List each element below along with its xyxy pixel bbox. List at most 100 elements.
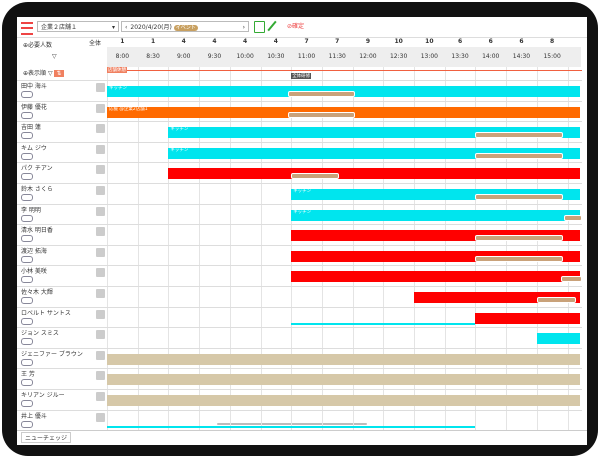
shift-bar — [536, 333, 580, 345]
shift-bar — [291, 271, 582, 283]
edit-button[interactable] — [96, 124, 105, 134]
edit-button[interactable] — [96, 144, 105, 154]
row-line — [17, 306, 582, 308]
edit-button[interactable] — [96, 350, 105, 360]
badge — [21, 173, 33, 181]
edit-button[interactable] — [96, 206, 105, 216]
confirm-label: 確定 — [292, 23, 305, 30]
staff-name: 李 明明 — [21, 206, 41, 214]
time-label: 13:30 — [451, 53, 469, 60]
edit-button[interactable] — [96, 247, 105, 257]
break-bar — [288, 91, 355, 97]
time-label: 9:30 — [207, 53, 222, 60]
count: 4 — [181, 38, 186, 45]
shift-label: キッチン — [293, 189, 312, 194]
break-bar — [288, 111, 355, 118]
grid-line — [321, 67, 323, 431]
shift-bar — [475, 312, 580, 324]
edit-button[interactable] — [96, 309, 105, 319]
edit-button[interactable] — [96, 392, 105, 401]
grid-line — [414, 67, 415, 431]
time-label: 9:00 — [176, 53, 191, 60]
edit-button[interactable] — [96, 330, 105, 340]
count: 4 — [212, 38, 217, 45]
badge — [21, 214, 33, 222]
badge — [21, 111, 33, 119]
time-label: 10:30 — [267, 53, 285, 60]
time-label: 11:30 — [328, 53, 346, 60]
badge — [21, 338, 33, 346]
edit-button[interactable] — [96, 83, 105, 92]
staff-name: 田中 海斗 — [21, 83, 47, 90]
shift-bar — [291, 322, 476, 325]
count: 10 — [394, 38, 403, 45]
shift-bar — [291, 230, 580, 242]
row-line — [17, 121, 582, 123]
staff-name: 佐々木 大輝 — [21, 289, 53, 296]
edit-button[interactable] — [96, 268, 105, 278]
grid-line — [260, 67, 262, 431]
badge — [21, 400, 33, 407]
staff-name: ジェニファー ブラウン — [21, 350, 83, 358]
filter-icon[interactable]: ▽ — [52, 53, 57, 60]
time-label: 14:30 — [512, 53, 531, 60]
required-text: 必要人数 — [28, 42, 53, 49]
count: 4 — [243, 38, 248, 45]
row-line — [17, 347, 582, 349]
time-label: 8:30 — [146, 53, 160, 60]
row-line — [17, 162, 582, 164]
time-label: 12:00 — [359, 53, 377, 60]
staff-name: 渡辺 拓海 — [21, 247, 47, 255]
footer-button[interactable]: ニューチェッジ — [21, 432, 72, 443]
count: 4 — [273, 38, 278, 45]
count: 6 — [457, 38, 463, 45]
break-bar — [475, 132, 564, 139]
time-label: 12:30 — [389, 53, 408, 60]
edit-button[interactable] — [96, 412, 105, 422]
event-badge[interactable]: イベント — [173, 25, 198, 31]
shift-label: 応援 @企業2店舗1 — [109, 106, 148, 112]
edit-button[interactable] — [96, 165, 105, 175]
staff-name: キリアン ジルー — [21, 392, 65, 399]
staff-name: 伊藤 優花 — [21, 103, 47, 111]
edit-button[interactable] — [96, 103, 105, 113]
badge — [21, 194, 33, 201]
menu-button[interactable] — [21, 22, 33, 35]
grid-line — [352, 67, 354, 431]
break-bar — [536, 297, 576, 303]
confirm-button[interactable]: ⊘確定 — [287, 23, 305, 30]
edit-button[interactable] — [267, 20, 277, 32]
shift-bar: キッチン — [291, 189, 580, 200]
time-label: 13:00 — [420, 53, 438, 60]
edit-button[interactable] — [96, 289, 105, 298]
row-line — [17, 141, 582, 143]
top-row-line — [107, 70, 582, 71]
count: 6 — [488, 38, 493, 45]
badge — [21, 152, 33, 160]
shift-bar — [414, 292, 580, 303]
sort-button[interactable]: ⊕表示順 ▽ ⇅ — [23, 70, 64, 77]
badge — [21, 132, 33, 140]
row-line — [17, 286, 582, 287]
edit-button[interactable] — [96, 371, 105, 381]
store-select[interactable]: 企業２店舗１ ▾ — [37, 21, 119, 32]
row-line — [17, 265, 582, 267]
shift-bar: キッチン — [168, 147, 580, 159]
break-bar — [475, 194, 564, 200]
edit-button[interactable] — [96, 186, 105, 195]
row-line — [17, 203, 582, 205]
screen: 企業２店舗１ ▾ ‹ 2020/4/20(月) イベント › ⊘確定 ⊕必要人数 全体… — [17, 17, 587, 445]
date-nav[interactable]: ‹ 2020/4/20(月) イベント › — [121, 21, 249, 32]
row-line — [17, 389, 582, 390]
sort-text: 表示順 — [28, 70, 47, 77]
badge — [21, 297, 33, 304]
shift-bar — [107, 395, 580, 406]
grid-line — [444, 67, 446, 431]
grid-line — [291, 67, 293, 431]
edit-button[interactable] — [96, 227, 105, 237]
shift-label: キッチン — [170, 127, 189, 133]
staff-name: パク チアン — [21, 165, 53, 173]
time-label: 14:00 — [482, 53, 500, 60]
download-button[interactable] — [254, 21, 265, 33]
